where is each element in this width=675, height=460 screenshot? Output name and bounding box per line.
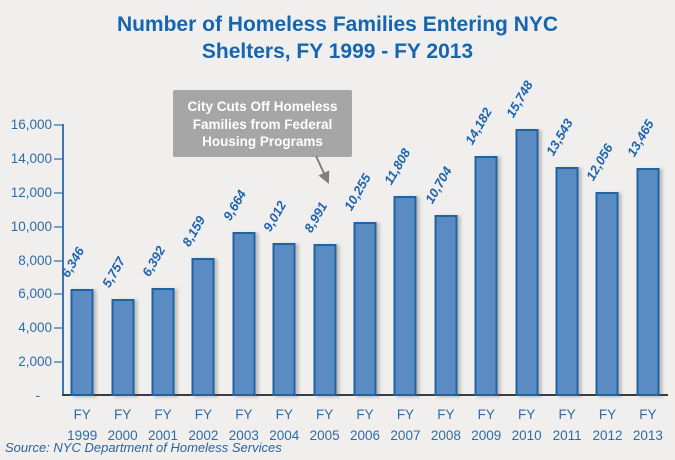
x-axis-label: FY 2000 — [107, 407, 138, 443]
x-axis-label: FY 2012 — [592, 407, 623, 443]
y-tick-mark — [54, 293, 62, 296]
bar-value-label: 13,543 — [543, 115, 576, 158]
bar — [313, 243, 337, 396]
bar — [434, 214, 458, 396]
bar — [232, 232, 256, 396]
x-axis-label: FY 2001 — [147, 407, 179, 443]
annotation-line3: Housing Programs — [202, 134, 323, 149]
x-axis-label: FY 2005 — [309, 407, 340, 443]
annotation-arrow — [315, 155, 330, 184]
y-tick-label: - — [35, 388, 41, 403]
bar — [70, 288, 94, 396]
bar-group: 13,465 FY 2013 — [624, 117, 668, 443]
bar-plot-area: 6,346 FY 1999 5,757 FY 2000 6,392 FY 2001 8,159 FY… — [58, 78, 668, 443]
bar-value-label: 9,012 — [260, 198, 290, 235]
bar-group: 10,704 FY 2008 — [422, 125, 466, 443]
bar — [636, 167, 660, 396]
bar-value-label: 15,748 — [502, 78, 536, 121]
y-tick-mark — [54, 191, 62, 194]
bar-group: 9,664 FY 2003 — [220, 125, 264, 443]
y-tick-mark — [54, 259, 62, 262]
bar-value-label: 8,159 — [179, 213, 209, 249]
chart-title: Number of Homeless Families Entering NYC… — [0, 11, 675, 65]
y-tick-label: 2,000 — [18, 354, 52, 370]
bar — [151, 287, 175, 396]
bar-group: 6,392 FY 2001 — [139, 125, 183, 443]
bar-value-label: 14,182 — [462, 104, 496, 147]
bar-group: 11,808 FY 2007 — [381, 125, 425, 443]
x-axis-label: FY 1999 — [67, 407, 98, 443]
bar — [353, 222, 377, 396]
bar-value-label: 10,704 — [421, 163, 455, 206]
bar — [272, 243, 296, 396]
x-axis-label: FY 2007 — [390, 407, 421, 443]
bar-value-label: 8,991 — [300, 199, 330, 235]
bar — [555, 166, 579, 396]
bar-group: 15,748 FY 2010 — [503, 78, 546, 443]
bar-group: 13,543 FY 2011 — [543, 116, 587, 443]
bar-value-label: 13,465 — [623, 116, 657, 159]
bar-value-label: 5,757 — [98, 253, 128, 290]
bar — [595, 191, 619, 396]
x-axis-label: FY 2004 — [269, 407, 300, 443]
bar-group: 5,757 FY 2000 — [98, 125, 142, 443]
x-axis-label: FY 2013 — [632, 407, 663, 443]
y-tick-label: 10,000 — [10, 218, 52, 234]
y-tick-label: 14,000 — [10, 150, 52, 166]
y-tick-mark — [54, 157, 62, 160]
x-axis-label: FY 2003 — [228, 407, 259, 443]
bar — [393, 196, 417, 396]
bar-group: 6,346 FY 1999 — [58, 125, 102, 443]
chart-title-line2: Shelters, FY 1999 - FY 2013 — [201, 40, 474, 63]
bar-group: 14,182 FY 2009 — [462, 105, 506, 443]
bar-group: 8,159 FY 2002 — [179, 125, 223, 443]
y-tick-label: 6,000 — [18, 286, 52, 302]
chart-title-line1: Number of Homeless Families Entering NYC — [116, 13, 559, 36]
y-tick-mark — [54, 124, 62, 126]
bar-group: 9,012 FY 2004 — [260, 125, 304, 443]
x-axis-label: FY 2010 — [511, 407, 542, 443]
bar-group: 10,255 FY 2006 — [341, 125, 385, 443]
y-tick-mark — [54, 225, 62, 228]
x-axis-label: FY 2006 — [350, 407, 381, 443]
y-tick-label: 8,000 — [18, 252, 52, 268]
x-axis-label: FY 2009 — [471, 407, 502, 443]
bar-value-label: 12,056 — [583, 140, 617, 183]
y-tick-label: 12,000 — [10, 184, 52, 200]
bar-group: 8,991 FY 2005 — [300, 125, 344, 443]
y-axis-line — [62, 124, 64, 396]
bar — [474, 155, 498, 396]
bar — [515, 129, 539, 396]
annotation-callout: City Cuts Off Homeless Families from Fed… — [173, 90, 352, 157]
x-axis-label: FY 2008 — [430, 407, 461, 443]
bar — [111, 298, 135, 396]
y-tick-mark — [54, 327, 62, 330]
bar — [191, 257, 215, 396]
bar-value-label: 9,664 — [219, 187, 250, 224]
annotation-line2: Families from Federal — [192, 116, 333, 132]
x-axis-label: FY 2002 — [188, 407, 219, 443]
x-axis-label: FY 2011 — [552, 407, 582, 443]
bar-group: 12,056 FY 2012 — [583, 125, 627, 443]
y-tick-label: 4,000 — [18, 320, 52, 336]
annotation-line1: City Cuts Off Homeless — [187, 99, 338, 114]
bar-value-label: 6,346 — [58, 243, 88, 280]
y-tick-label: 16,000 — [10, 117, 52, 132]
bar-value-label: 11,808 — [381, 145, 414, 187]
source-caption: Source: NYC Department of Homeless Servi… — [5, 440, 282, 455]
y-tick-mark — [54, 361, 62, 364]
bar-value-label: 6,392 — [139, 243, 169, 279]
